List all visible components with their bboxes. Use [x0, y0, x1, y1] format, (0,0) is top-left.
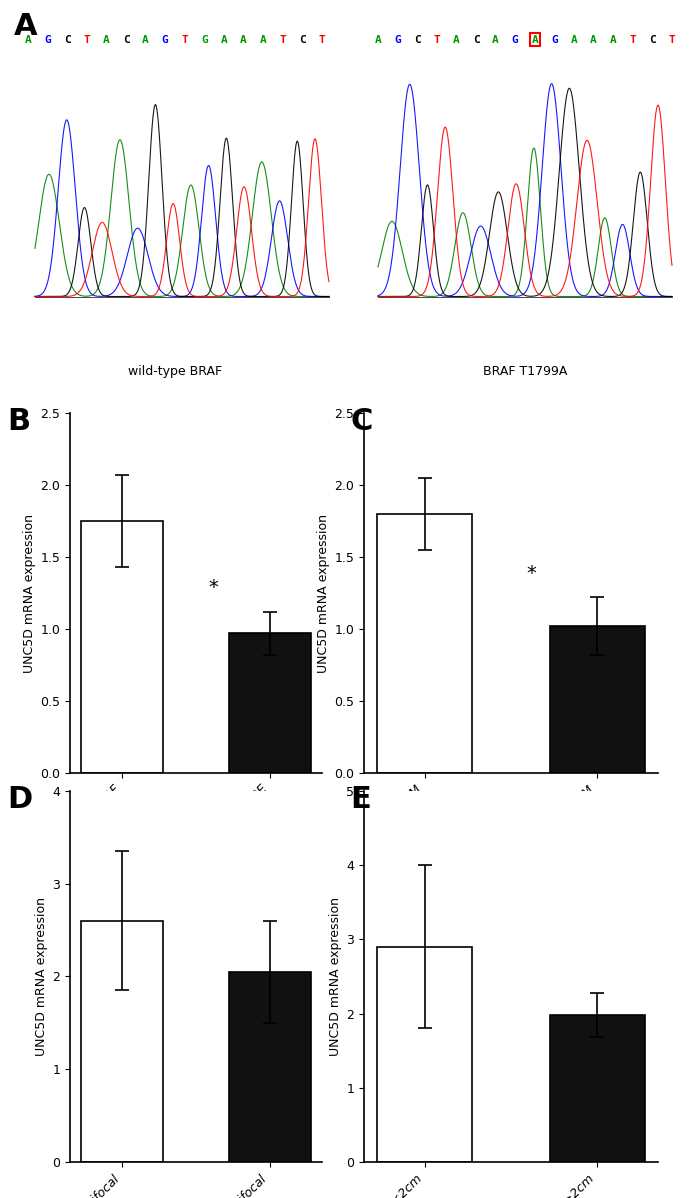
Text: *: *: [209, 579, 218, 598]
Text: D: D: [7, 785, 32, 813]
Text: A: A: [103, 35, 110, 44]
Text: T: T: [629, 35, 636, 44]
Text: G: G: [551, 35, 558, 44]
Y-axis label: UNC5D mRNA expression: UNC5D mRNA expression: [23, 514, 36, 672]
Y-axis label: UNC5D mRNA expression: UNC5D mRNA expression: [317, 514, 330, 672]
Bar: [377, 514, 472, 773]
Text: T: T: [83, 35, 90, 44]
Text: A: A: [531, 35, 538, 44]
Text: A: A: [25, 35, 32, 44]
Bar: [550, 627, 645, 773]
Text: T: T: [279, 35, 286, 44]
Text: T: T: [318, 35, 326, 44]
Text: G: G: [201, 35, 208, 44]
Text: B: B: [7, 407, 30, 436]
Text: G: G: [394, 35, 401, 44]
Text: C: C: [350, 407, 372, 436]
Text: C: C: [299, 35, 306, 44]
Text: A: A: [610, 35, 617, 44]
Bar: [377, 946, 472, 1162]
Bar: [81, 920, 162, 1162]
Text: BRAF T1799A: BRAF T1799A: [483, 365, 567, 379]
Text: A: A: [142, 35, 149, 44]
Text: T: T: [433, 35, 440, 44]
Bar: [81, 521, 162, 773]
Text: A: A: [492, 35, 499, 44]
Text: G: G: [512, 35, 519, 44]
Text: *: *: [527, 564, 537, 583]
Text: A: A: [240, 35, 247, 44]
Text: wild-type BRAF: wild-type BRAF: [128, 365, 222, 379]
Text: C: C: [122, 35, 130, 44]
Text: A: A: [220, 35, 228, 44]
Text: C: C: [649, 35, 656, 44]
Bar: [230, 972, 311, 1162]
Text: C: C: [64, 35, 71, 44]
Text: T: T: [181, 35, 188, 44]
Text: E: E: [350, 785, 371, 813]
Bar: [550, 1015, 645, 1162]
Y-axis label: UNC5D mRNA expression: UNC5D mRNA expression: [35, 897, 48, 1055]
Text: A: A: [590, 35, 597, 44]
Text: A: A: [14, 12, 38, 41]
Text: T: T: [668, 35, 676, 44]
Text: C: C: [473, 35, 480, 44]
Bar: [230, 634, 311, 773]
Text: A: A: [374, 35, 382, 44]
Text: A: A: [570, 35, 578, 44]
Text: A: A: [260, 35, 267, 44]
Text: C: C: [414, 35, 421, 44]
Text: G: G: [44, 35, 51, 44]
Text: G: G: [162, 35, 169, 44]
Text: A: A: [453, 35, 460, 44]
Y-axis label: UNC5D mRNA expression: UNC5D mRNA expression: [329, 897, 342, 1055]
